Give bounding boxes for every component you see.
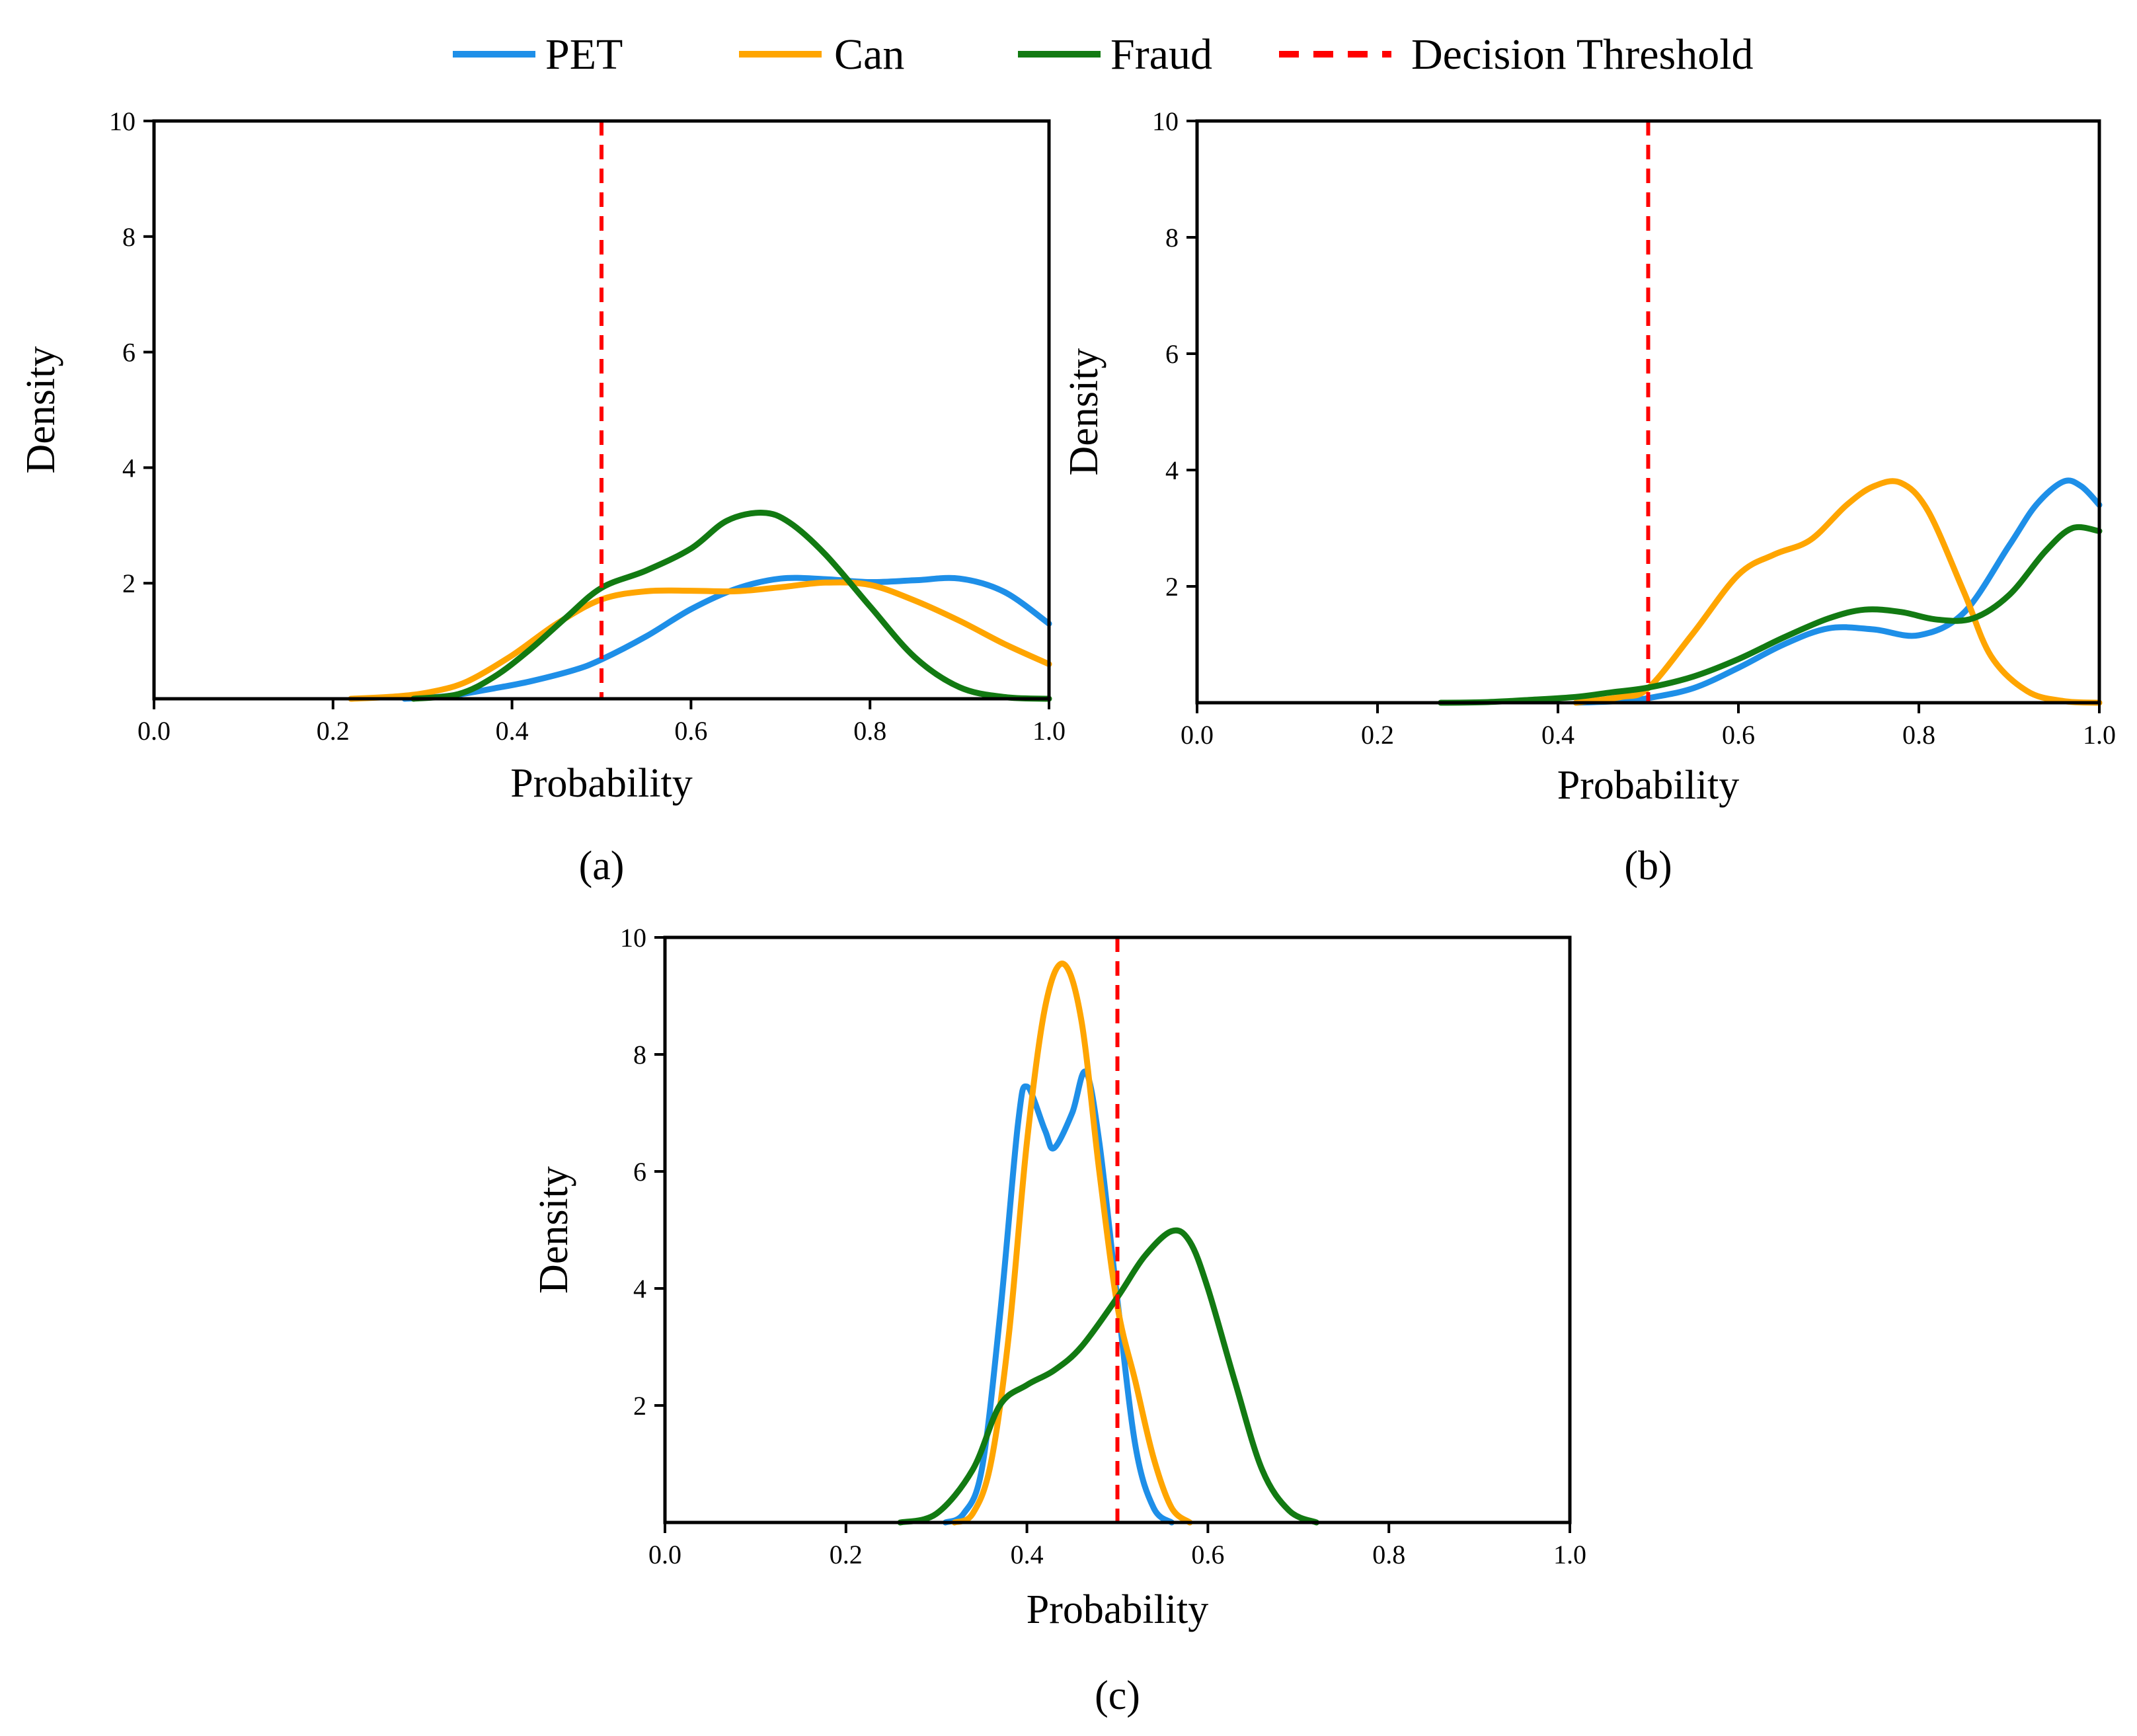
panel-b-curves [1438,477,2103,706]
panel-c-fraud-curve [897,1227,1320,1526]
panel-b-y-axis-label: Density [1062,348,1107,476]
panel-a-x-tick-label: 1.0 [1032,716,1066,746]
panel-c: 2 4 6 8 10 0.0 0.2 0.4 0.6 0.8 1.0 Probability De… [531,923,1586,1718]
panel-b-x-tick-label: 0.8 [1902,720,1935,750]
panel-b-frame [1195,119,2101,705]
panel-c-y-tick-label: 2 [633,1391,646,1421]
panel-a-x-tick-label: 0.4 [496,716,529,746]
panel-a-x-tick-label: 0.6 [674,716,707,746]
panel-a-y-ticks: 2 4 6 8 10 [109,106,154,598]
panel-c-x-tick-label: 0.4 [1011,1540,1044,1569]
panel-a-x-tick-label: 0.8 [853,716,886,746]
panel-c-x-tick-label: 0.2 [830,1540,863,1569]
panel-b-x-tick-label: 1.0 [2083,720,2116,750]
panel-c-x-tick-label: 0.8 [1372,1540,1405,1569]
panel-b-caption: (b) [1624,844,1672,888]
legend-can-label: Can [834,30,904,79]
panel-a-y-tick-label: 2 [122,569,136,598]
panel-a-fraud-curve [410,510,1052,702]
panel-c-y-tick-label: 10 [620,923,646,953]
panel-c-caption: (c) [1095,1673,1140,1718]
panel-b-y-tick-label: 6 [1165,339,1179,369]
panel-a-caption: (a) [579,844,625,888]
panel-b-x-ticks: 0.0 0.2 0.4 0.6 0.8 1.0 [1181,703,2116,750]
panel-a-x-ticks: 0.0 0.2 0.4 0.6 0.8 1.0 [137,699,1066,746]
panel-c-y-ticks: 2 4 6 8 10 [620,923,665,1421]
panel-b-can-curve [1573,478,2103,706]
panel-b-y-ticks: 2 4 6 8 10 [1152,106,1197,602]
panel-b-x-tick-label: 0.4 [1541,720,1574,750]
panel-b-y-tick-label: 8 [1165,223,1179,253]
panel-a-y-tick-label: 4 [122,453,136,483]
panel-a-x-axis-label: Probability [510,761,693,806]
panel-b: 2 4 6 8 10 0.0 0.2 0.4 0.6 0.8 1.0 Probability De… [1062,106,2116,888]
panel-c-x-tick-label: 0.0 [648,1540,681,1569]
panel-c-frame [663,935,1572,1524]
panel-c-x-tick-label: 0.6 [1191,1540,1224,1569]
panel-b-fraud-curve [1438,524,2103,706]
legend-pet-label: PET [545,30,623,79]
panel-c-x-tick-label: 1.0 [1553,1540,1586,1569]
panel-c-curves [897,961,1320,1526]
panel-a-x-tick-label: 0.2 [317,716,350,746]
panel-a-frame [152,119,1051,701]
panel-a: 2 4 6 8 10 0.0 0.2 0.4 0.6 0.8 1.0 Probability De… [19,106,1066,888]
panel-b-x-tick-label: 0.2 [1361,720,1394,750]
panel-a-y-tick-label: 6 [122,338,136,368]
legend-fraud-label: Fraud [1110,30,1212,79]
panel-b-y-tick-label: 4 [1165,455,1179,485]
panel-b-x-axis-label: Probability [1557,763,1740,808]
panel-a-pet-curve [401,574,1052,702]
panel-c-x-axis-label: Probability [1027,1587,1209,1632]
panel-b-pet-curve [1573,477,2103,706]
panel-c-y-axis-label: Density [531,1166,576,1294]
panel-b-x-tick-label: 0.6 [1722,720,1755,750]
legend: PET Can Fraud Decision Threshold [453,30,1754,79]
panel-a-x-tick-label: 0.0 [137,716,171,746]
panel-c-y-tick-label: 4 [633,1274,646,1304]
panel-c-pet-curve [942,1068,1175,1526]
panel-a-can-curve [348,579,1052,702]
panel-c-x-ticks: 0.0 0.2 0.4 0.6 0.8 1.0 [648,1522,1586,1569]
panel-c-y-tick-label: 6 [633,1157,646,1187]
panel-a-curves [348,510,1052,702]
panel-b-y-tick-label: 10 [1152,106,1179,136]
panel-b-y-tick-label: 2 [1165,572,1179,602]
panel-c-y-tick-label: 8 [633,1040,646,1070]
panel-a-y-axis-label: Density [19,346,63,474]
panel-b-x-tick-label: 0.0 [1181,720,1214,750]
panel-a-y-tick-label: 10 [109,106,136,136]
panel-a-y-tick-label: 8 [122,222,136,252]
legend-threshold-label: Decision Threshold [1411,30,1754,79]
